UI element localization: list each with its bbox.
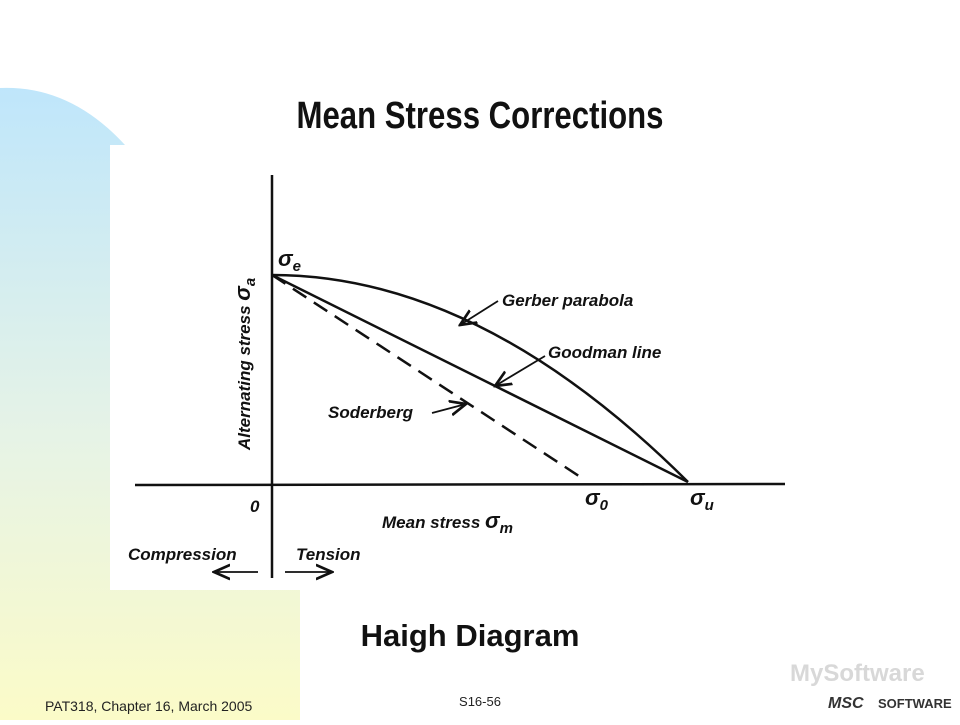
- logo-software: SOFTWARE: [878, 696, 952, 711]
- symbol: σ: [278, 246, 294, 271]
- sigma-u: σu: [690, 485, 714, 514]
- label-text: Mean stress: [382, 513, 480, 532]
- curve-label: Soderberg: [328, 403, 414, 422]
- watermark: MySoftware: [790, 660, 925, 687]
- symbol: σ: [585, 485, 601, 510]
- label-text: Alternating stress: [235, 305, 254, 451]
- compression-label: Compression: [128, 545, 237, 564]
- x-axis: [134, 482, 786, 487]
- haigh-diagram: [134, 175, 786, 578]
- arrow: [460, 300, 499, 325]
- slide-number: S16-56: [459, 694, 501, 709]
- background-strip: [0, 87, 300, 721]
- logo-msc: MSC: [828, 695, 864, 712]
- sigma-0: σ0: [585, 485, 609, 514]
- symbol: σ: [690, 485, 706, 510]
- soderberg-line: [271, 273, 586, 482]
- x-axis-label: Mean stress σm: [382, 508, 513, 537]
- subscript: a: [242, 278, 259, 286]
- symbol: σ: [230, 285, 255, 301]
- footer-left: PAT318, Chapter 16, March 2005: [45, 698, 252, 714]
- title: Mean Stress Corrections: [297, 95, 664, 137]
- goodman-line: [271, 273, 689, 484]
- tension-label: Tension: [296, 545, 361, 564]
- sigma-e: σe: [278, 246, 301, 275]
- symbol: σ: [485, 508, 501, 533]
- gerber-curve: [271, 273, 689, 483]
- y-axis-label: Alternating stress σa: [230, 278, 259, 451]
- subscript: 0: [600, 497, 609, 514]
- arrow: [431, 404, 466, 413]
- subscript: u: [705, 497, 714, 514]
- caption: Haigh Diagram: [361, 618, 580, 653]
- arrow: [495, 355, 546, 386]
- curve-label: Goodman line: [548, 343, 661, 362]
- curve-label: Gerber parabola: [502, 291, 633, 310]
- origin-label: 0: [250, 497, 260, 516]
- subscript: m: [500, 520, 513, 537]
- subscript: e: [293, 258, 301, 275]
